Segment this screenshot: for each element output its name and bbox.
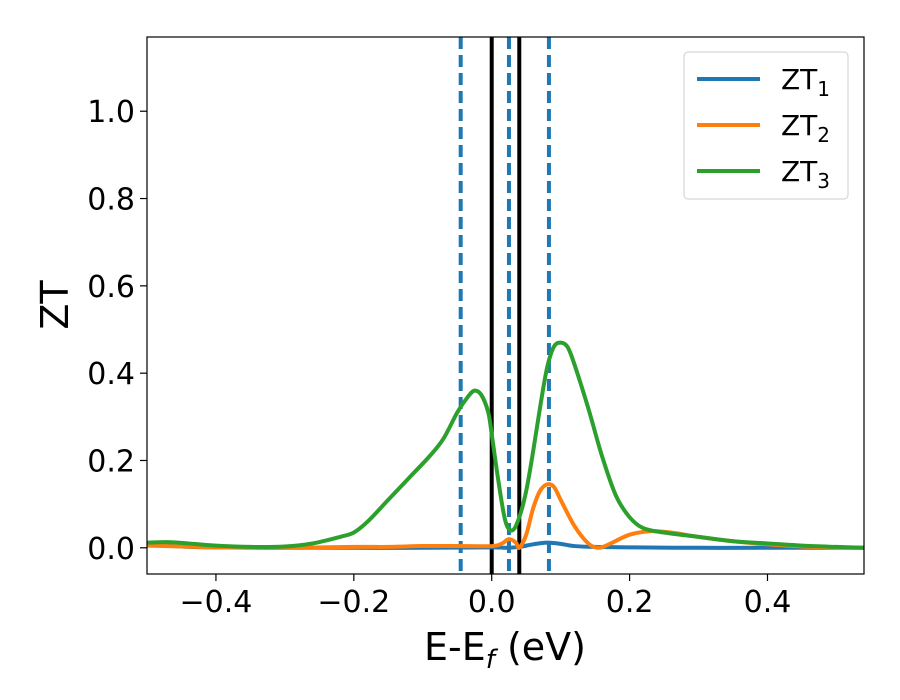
y-axis-ticks: 0.0 0.2 0.4 0.6 0.8 1.0 (87, 95, 147, 567)
x-axis-ticks: −0.4 −0.2 0.0 0.2 0.4 (180, 574, 792, 620)
series-layer (147, 340, 864, 551)
legend-label-zt3: ZT3 (781, 155, 830, 193)
y-tick-label: 0.2 (87, 444, 135, 479)
y-tick-label: 0.6 (87, 270, 135, 305)
legend-entry-zt3: ZT3 (697, 155, 830, 193)
legend-label-zt1: ZT1 (781, 63, 830, 101)
legend: ZT1 ZT2 ZT3 (683, 51, 849, 200)
series-line-zt3 (147, 340, 864, 550)
x-tick-label: −0.2 (317, 585, 390, 620)
y-tick-label: 1.0 (87, 95, 135, 130)
x-tick-label: −0.4 (180, 585, 253, 620)
legend-box (683, 51, 849, 200)
x-axis-label: E-Ef (eV) (424, 625, 586, 675)
vertical-lines (458, 37, 551, 574)
plot-frame (146, 36, 865, 575)
x-tick-label: 0.4 (744, 585, 792, 620)
legend-label-zt2: ZT2 (781, 109, 830, 147)
x-tick-label: 0.0 (468, 585, 516, 620)
legend-entry-zt2: ZT2 (697, 109, 830, 147)
legend-entry-zt1: ZT1 (697, 63, 830, 101)
x-tick-label: 0.2 (606, 585, 654, 620)
y-tick-label: 0.8 (87, 183, 135, 218)
y-axis-label: ZT (33, 280, 77, 330)
y-tick-label: 0.4 (87, 357, 135, 392)
y-tick-label: 0.0 (87, 532, 135, 567)
